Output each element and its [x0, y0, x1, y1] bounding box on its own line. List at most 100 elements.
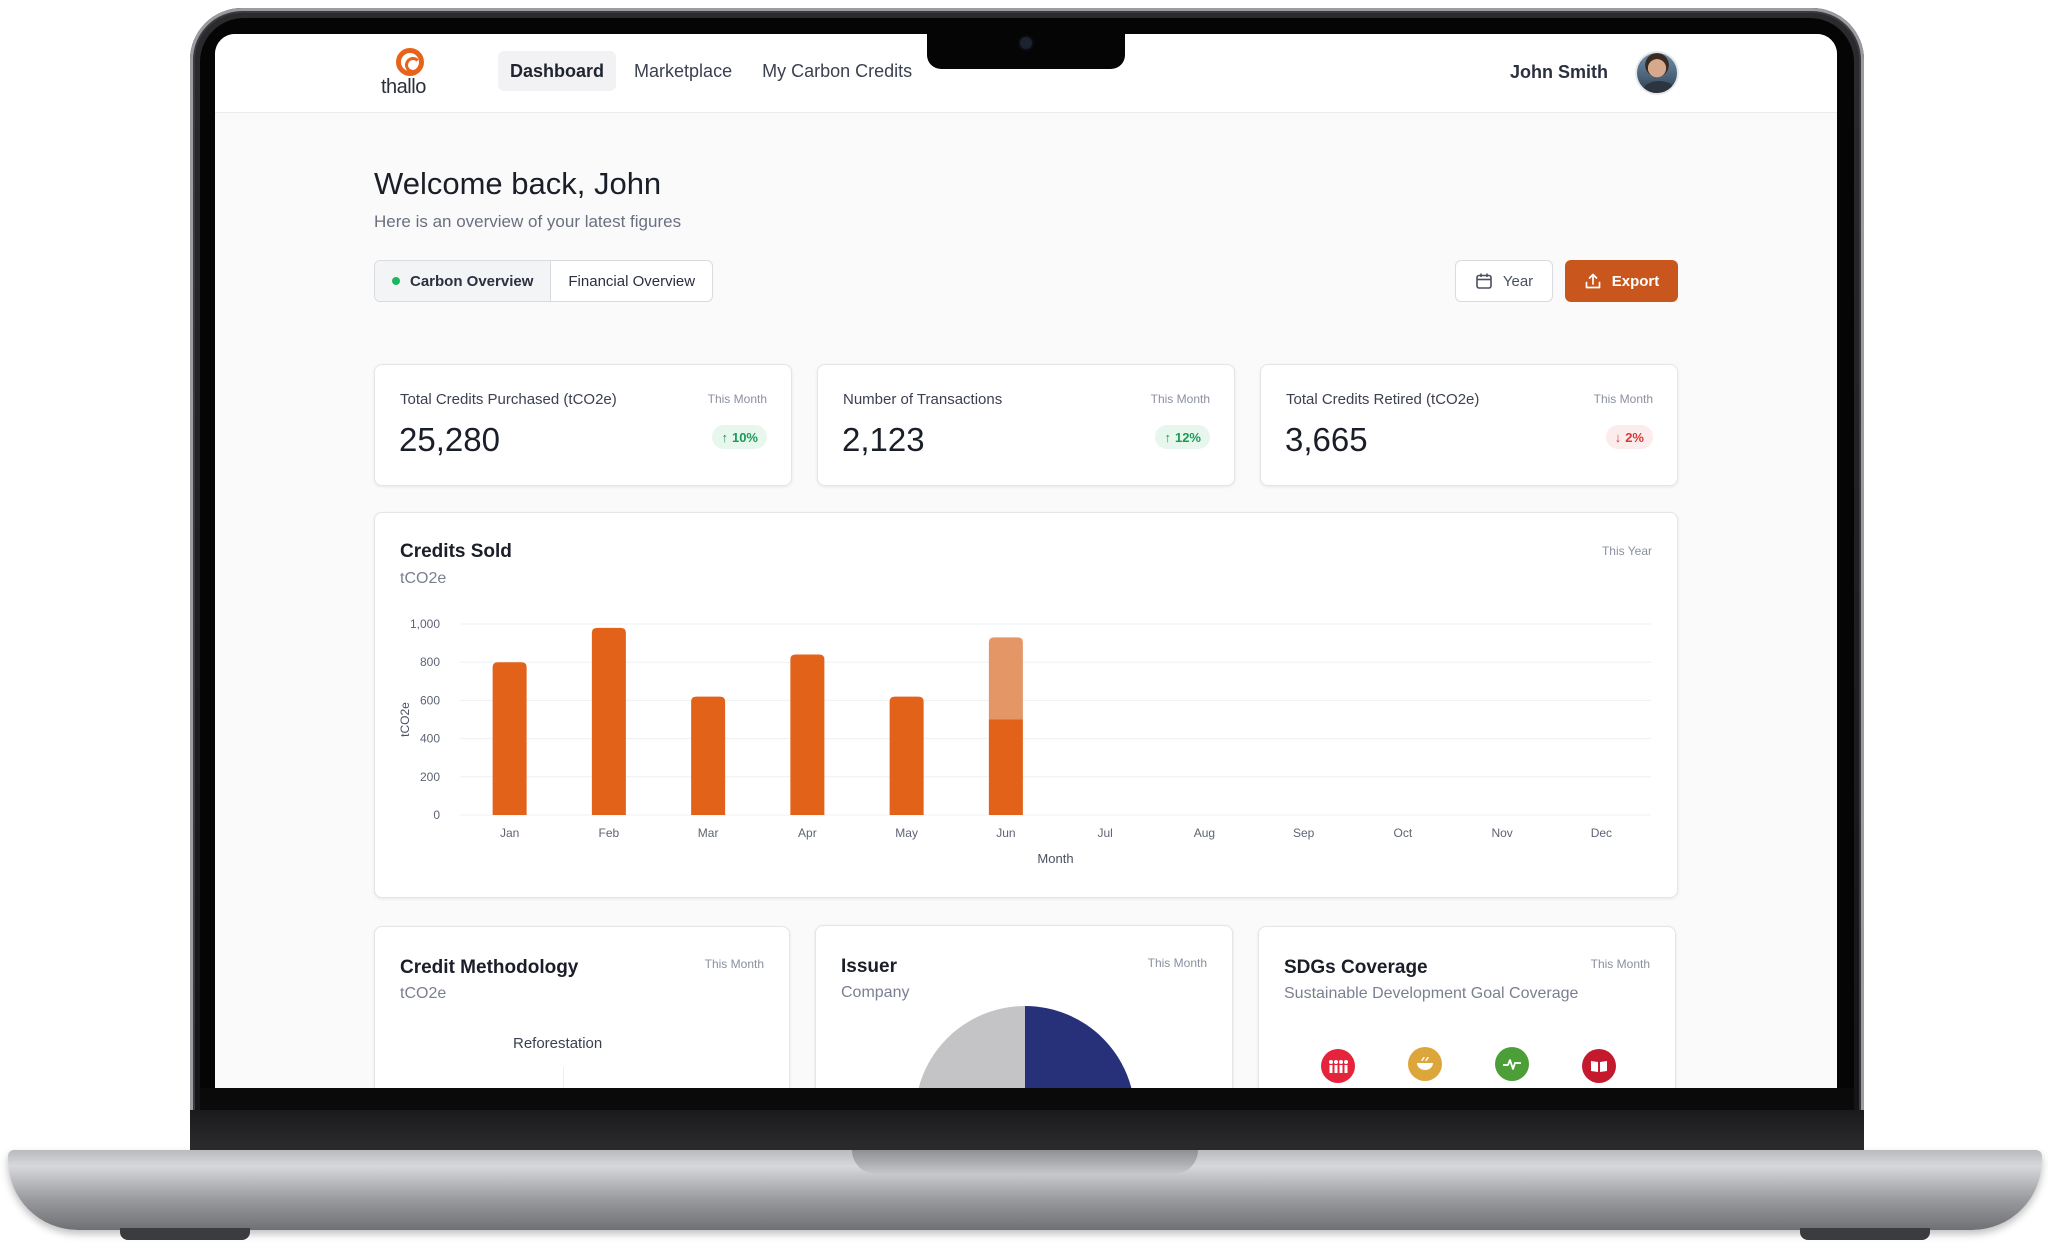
- nav-item-marketplace[interactable]: Marketplace: [634, 60, 733, 81]
- camera-icon: [1020, 37, 1032, 49]
- x-tick-label: Nov: [1491, 826, 1512, 840]
- export-button[interactable]: Export: [1565, 260, 1678, 302]
- logo-mark-icon: [396, 48, 424, 76]
- tab-carbon-overview[interactable]: Carbon Overview: [375, 261, 552, 301]
- bar-jun-segment-0: [988, 719, 1023, 815]
- x-tick-label: Jan: [500, 826, 519, 840]
- export-label: Export: [1611, 272, 1660, 290]
- kpi-change-badge: ↑ 10%: [712, 425, 767, 449]
- x-tick-label: Oct: [1394, 826, 1413, 840]
- active-dot-icon: [392, 277, 400, 285]
- thallo-logo[interactable]: thallo: [381, 48, 441, 100]
- tab-financial-overview[interactable]: Financial Overview: [551, 261, 712, 301]
- credits-sold-card: Credits Sold tCO2e This Year 0 200 400 600 8…: [374, 512, 1678, 898]
- methodology-axis-line: [563, 1067, 564, 1088]
- kpi-change-value: 2%: [1625, 429, 1644, 445]
- x-tick-label: Feb: [599, 826, 620, 840]
- page-title: Welcome back, John: [374, 166, 662, 201]
- y-tick-label: 0: [433, 808, 440, 822]
- y-tick-label: 400: [420, 732, 440, 746]
- sdg-book-icon[interactable]: [1582, 1049, 1616, 1083]
- laptop-foot-left: [120, 1228, 250, 1240]
- bar-feb-segment-0: [591, 627, 626, 815]
- overview-tabs: Carbon Overview Financial Overview: [374, 260, 714, 302]
- credits-sold-chart: 0 200 400 600 800 1,000 Jan Feb Mar Apr May Jun Jul A…: [398, 617, 1651, 866]
- kpi-value: 25,280: [399, 421, 500, 458]
- x-tick-label: Jul: [1097, 826, 1112, 840]
- bar-jan-segment-0: [492, 662, 527, 815]
- x-tick-label: Apr: [798, 826, 817, 840]
- issuer-pie-slice-main: [1025, 1006, 1132, 1088]
- logo-text: thallo: [381, 76, 426, 98]
- issuer-card: Issuer Company This Month: [815, 925, 1233, 1088]
- sdgs-coverage-card: SDGs Coverage Sustainable Development Go…: [1258, 926, 1676, 1088]
- kpi-change-badge: ↓ 2%: [1605, 425, 1653, 449]
- kpi-label: Number of Transactions: [843, 391, 1003, 408]
- kpi-change-value: 12%: [1174, 429, 1201, 445]
- arrow-up-icon: ↑: [1164, 429, 1171, 445]
- kpi-card-transactions: Number of Transactions This Month 2,123 …: [817, 364, 1235, 486]
- credit-methodology-card: Credit Methodology tCO2e This Month Refo…: [374, 926, 790, 1088]
- laptop-base-notch: [852, 1150, 1198, 1174]
- main-nav: Dashboard Marketplace My Carbon Credits: [498, 51, 924, 91]
- x-axis-label: Month: [1037, 851, 1073, 866]
- x-tick-label: Jun: [996, 826, 1015, 840]
- chart-title: Credits Sold: [400, 541, 512, 562]
- kpi-label: Total Credits Retired (tCO2e): [1286, 391, 1480, 408]
- bar-jun-segment-1: [988, 637, 1023, 720]
- user-name[interactable]: John Smith: [1510, 62, 1608, 82]
- card-title: SDGs Coverage: [1284, 957, 1428, 978]
- x-tick-label: Mar: [698, 826, 719, 840]
- card-subtitle: Company: [841, 984, 910, 1001]
- arrow-up-icon: ↑: [721, 429, 728, 445]
- card-subtitle: tCO2e: [400, 985, 447, 1002]
- kpi-change-badge: ↑ 12%: [1155, 425, 1210, 449]
- y-tick-label: 600: [420, 693, 440, 707]
- kpi-label: Total Credits Purchased (tCO2e): [400, 391, 617, 408]
- card-subtitle: Sustainable Development Goal Coverage: [1284, 985, 1579, 1002]
- calendar-icon: [1476, 273, 1492, 289]
- nav-item-my-carbon-credits[interactable]: My Carbon Credits: [762, 60, 913, 81]
- kpi-period: This Month: [1593, 392, 1653, 406]
- year-filter-label: Year: [1502, 272, 1534, 290]
- sdg-people-icon[interactable]: [1321, 1049, 1355, 1083]
- laptop-foot-right: [1800, 1228, 1930, 1240]
- card-title: Issuer: [841, 956, 897, 977]
- y-tick-label: 800: [420, 655, 440, 669]
- laptop-hinge: [190, 1110, 1864, 1150]
- tab-financial-overview-label: Financial Overview: [568, 272, 696, 290]
- kpi-period: This Month: [1150, 392, 1210, 406]
- bar-apr-segment-0: [790, 654, 825, 815]
- chart-subtitle: tCO2e: [400, 570, 447, 587]
- bar-mar-segment-0: [691, 696, 726, 815]
- sdg-food-bowl-icon[interactable]: [1408, 1047, 1442, 1081]
- chart-period: This Year: [1601, 544, 1652, 558]
- kpi-card-credits-retired: Total Credits Retired (tCO2e) This Month…: [1260, 364, 1678, 486]
- kpi-change-value: 10%: [731, 429, 758, 445]
- card-title: Credit Methodology: [400, 957, 579, 978]
- methodology-label: Reforestation: [513, 1035, 603, 1052]
- kpi-value: 2,123: [842, 421, 925, 458]
- year-filter-button[interactable]: Year: [1455, 260, 1553, 302]
- sdg-heartbeat-icon[interactable]: [1495, 1047, 1529, 1081]
- kpi-card-credits-purchased: Total Credits Purchased (tCO2e) This Mon…: [374, 364, 792, 486]
- nav-item-dashboard[interactable]: Dashboard: [498, 51, 617, 91]
- avatar[interactable]: [1635, 51, 1679, 95]
- issuer-pie-chart: [918, 1006, 1132, 1088]
- kpi-period: This Month: [707, 392, 767, 406]
- card-period: This Month: [1590, 957, 1650, 971]
- issuer-pie-slice-other: [918, 1006, 1025, 1088]
- x-tick-label: Aug: [1194, 826, 1215, 840]
- card-period: This Month: [1147, 956, 1207, 970]
- laptop-bottom-bezel: [200, 1088, 1854, 1110]
- tab-carbon-overview-label: Carbon Overview: [410, 272, 534, 290]
- x-tick-label: Dec: [1591, 826, 1612, 840]
- card-period: This Month: [704, 957, 764, 971]
- screen: thallo Dashboard Marketplace My Carbon C…: [215, 34, 1837, 1088]
- page-subtitle: Here is an overview of your latest figur…: [374, 212, 682, 231]
- x-tick-label: Sep: [1293, 826, 1315, 840]
- y-tick-label: 1,000: [410, 617, 440, 631]
- kpi-value: 3,665: [1285, 421, 1368, 458]
- upload-icon: [1585, 273, 1601, 289]
- y-tick-label: 200: [420, 770, 440, 784]
